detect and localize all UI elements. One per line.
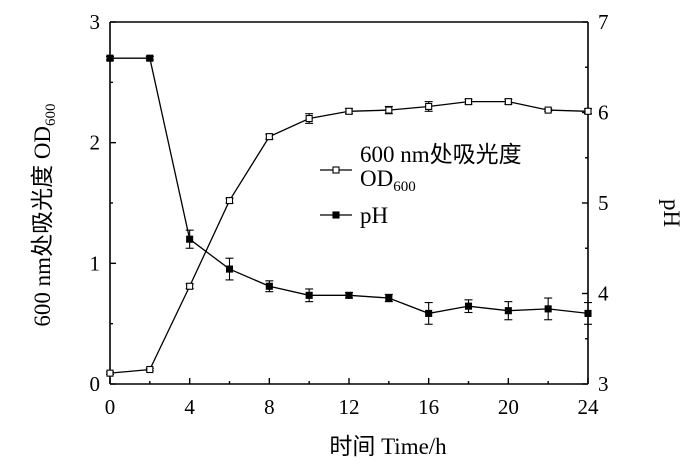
data-point-od600 — [106, 369, 114, 377]
left-y-tick-label: 0 — [90, 372, 101, 396]
data-point-od600 — [186, 282, 194, 290]
x-axis-title: 时间 Time/h — [329, 434, 447, 459]
x-tick-label: 20 — [498, 395, 519, 419]
data-point-ph — [186, 235, 194, 243]
left-y-axis-title-subscript: 600 — [43, 103, 59, 126]
data-point-od600 — [584, 107, 592, 115]
x-tick-label: 24 — [578, 395, 600, 419]
legend-od600-label-line1: 600 nm处吸光度 — [360, 142, 522, 167]
x-tick-label: 4 — [184, 395, 195, 419]
right-y-axis-title: pH — [659, 199, 684, 227]
data-point-ph — [305, 291, 313, 299]
data-point-od600 — [385, 106, 393, 114]
x-tick-label: 16 — [418, 395, 439, 419]
data-point-od600 — [504, 98, 512, 106]
data-point-od600 — [425, 102, 433, 111]
data-point-od600 — [305, 114, 313, 123]
x-tick-label: 0 — [105, 395, 116, 419]
data-point-ph — [146, 54, 154, 62]
data-point-ph — [106, 54, 114, 62]
legend-ph-marker — [332, 211, 340, 219]
left-y-tick-label: 1 — [90, 251, 101, 275]
data-point-ph — [464, 302, 473, 310]
series-line-ph — [110, 57, 589, 315]
legend-od600-label-main: OD — [360, 166, 393, 191]
data-point-ph — [584, 309, 592, 317]
left-y-axis-title: 600 nm处吸光度 OD600 — [30, 103, 59, 326]
x-axis-ticks: 0 4 8 12 16 20 24 — [105, 378, 599, 419]
data-point-ph — [225, 265, 234, 273]
left-y-axis-ticks: 0 1 2 3 — [90, 10, 116, 396]
data-point-ph — [504, 307, 512, 315]
legend-od600-marker — [332, 166, 340, 174]
series-layer — [106, 54, 592, 377]
right-y-tick-label: 7 — [598, 10, 609, 34]
data-point-od600 — [464, 98, 473, 106]
data-point-ph — [425, 309, 433, 317]
legend-item-od600: 600 nm处吸光度 OD600 — [320, 142, 522, 195]
data-point-ph — [345, 291, 353, 299]
data-point-ph — [544, 305, 552, 313]
left-y-tick-label: 3 — [90, 10, 101, 34]
legend: 600 nm处吸光度 OD600 pH — [320, 142, 522, 228]
data-point-od600 — [345, 107, 353, 115]
x-tick-label: 8 — [264, 395, 275, 419]
legend-od600-label-subscript: 600 — [393, 179, 416, 195]
series-ph — [106, 54, 592, 325]
right-y-axis-ticks: 3 4 5 6 7 — [582, 10, 609, 396]
right-y-tick-label: 6 — [598, 101, 609, 125]
data-point-ph — [385, 294, 393, 302]
data-point-od600 — [146, 365, 154, 374]
series-od600 — [106, 98, 592, 377]
left-y-axis-title-main: 600 nm处吸光度 OD — [30, 126, 55, 327]
right-y-tick-label: 4 — [598, 282, 609, 306]
right-y-tick-label: 5 — [598, 191, 609, 215]
left-y-tick-label: 2 — [90, 131, 101, 155]
data-point-od600 — [544, 106, 552, 114]
x-tick-label: 12 — [339, 395, 360, 419]
data-point-od600 — [225, 197, 234, 205]
legend-ph-label: pH — [360, 203, 388, 228]
legend-od600-label-line2: OD600 — [360, 166, 416, 195]
legend-item-ph: pH — [320, 203, 388, 228]
data-point-ph — [265, 282, 273, 290]
data-point-od600 — [265, 133, 273, 141]
right-y-tick-label: 3 — [598, 372, 609, 396]
